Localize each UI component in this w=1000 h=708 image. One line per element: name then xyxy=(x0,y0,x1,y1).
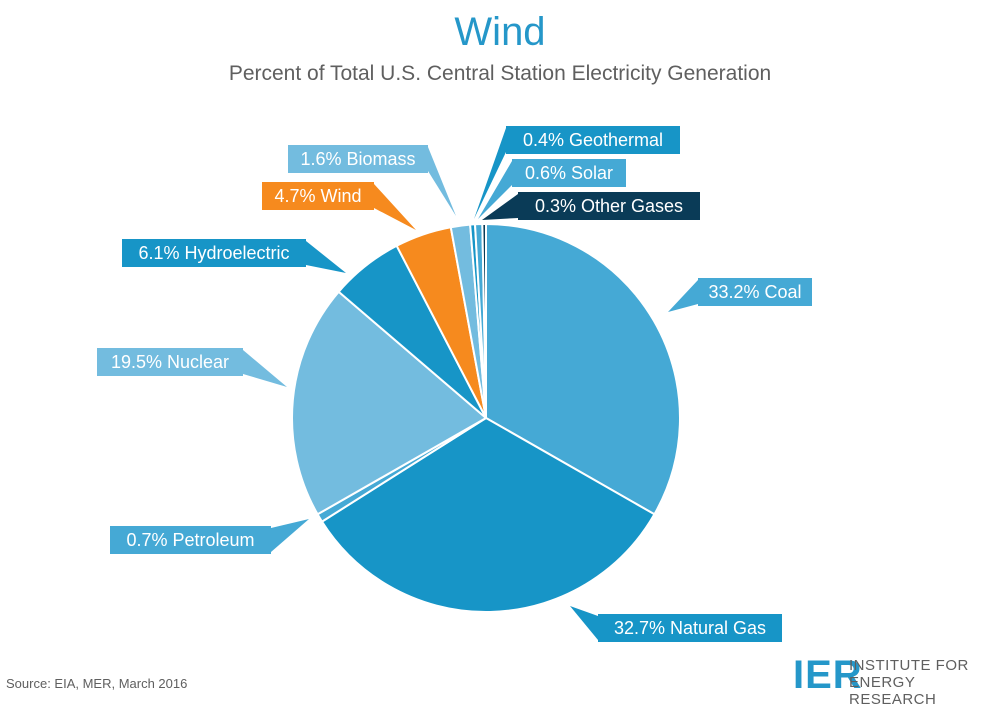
slice-label-other-gases: 0.3% Other Gases xyxy=(482,192,700,220)
label-text-hydroelectric: 6.1% Hydroelectric xyxy=(138,243,289,263)
label-pointer-petroleum xyxy=(271,519,309,552)
label-box-hydroelectric xyxy=(122,239,306,267)
label-box-biomass xyxy=(288,145,428,173)
label-pointer-biomass xyxy=(428,147,456,216)
label-pointer-coal xyxy=(668,280,698,312)
label-text-nuclear: 19.5% Nuclear xyxy=(111,352,229,372)
ier-logo: IER INSTITUTE FOR ENERGY RESEARCH xyxy=(793,653,993,708)
label-text-wind: 4.7% Wind xyxy=(274,186,361,206)
slice-label-wind: 4.7% Wind xyxy=(262,182,416,230)
slice-label-natural-gas: 32.7% Natural Gas xyxy=(570,606,782,642)
label-text-coal: 33.2% Coal xyxy=(708,282,801,302)
chart-title: Wind xyxy=(454,10,546,54)
ier-logo-name: INSTITUTE FOR ENERGY RESEARCH xyxy=(849,657,993,708)
pie-slices xyxy=(291,223,681,613)
pie-slice-coal xyxy=(485,223,681,516)
slice-label-geothermal: 0.4% Geothermal xyxy=(474,126,680,219)
slice-label-petroleum: 0.7% Petroleum xyxy=(110,519,309,554)
label-text-biomass: 1.6% Biomass xyxy=(300,149,415,169)
label-box-petroleum xyxy=(110,526,271,554)
label-box-geothermal xyxy=(506,126,680,154)
label-text-petroleum: 0.7% Petroleum xyxy=(126,530,254,550)
label-pointer-nuclear xyxy=(243,350,287,387)
ier-logo-line1: INSTITUTE FOR xyxy=(849,657,969,674)
slice-labels: 33.2% Coal 32.7% Natural Gas 0.7% Petroleu… xyxy=(97,126,812,642)
label-text-natural-gas: 32.7% Natural Gas xyxy=(614,618,766,638)
label-box-natural-gas xyxy=(598,614,782,642)
label-text-other-gases: 0.3% Other Gases xyxy=(535,196,683,216)
label-box-solar xyxy=(512,159,626,187)
label-text-geothermal: 0.4% Geothermal xyxy=(523,130,663,150)
pie-slice-other-gases xyxy=(481,223,487,419)
label-box-nuclear xyxy=(97,348,243,376)
source-note: Source: EIA, MER, March 2016 xyxy=(6,676,188,691)
slice-label-hydroelectric: 6.1% Hydroelectric xyxy=(122,239,346,273)
label-pointer-other-gases xyxy=(482,194,518,220)
label-pointer-wind xyxy=(374,184,416,230)
pie-slice-nuclear xyxy=(291,290,487,516)
label-box-coal xyxy=(698,278,812,306)
ier-logo-mark: IER xyxy=(793,653,863,697)
label-box-wind xyxy=(262,182,374,210)
label-pointer-natural-gas xyxy=(570,606,598,640)
label-pointer-hydroelectric xyxy=(306,241,346,273)
pie-slice-natural-gas xyxy=(320,417,656,613)
label-pointer-geothermal xyxy=(474,128,506,219)
label-text-solar: 0.6% Solar xyxy=(525,163,613,183)
label-box-other-gases xyxy=(518,192,700,220)
slice-label-solar: 0.6% Solar xyxy=(478,159,626,219)
ier-logo-line2: ENERGY RESEARCH xyxy=(849,674,937,708)
slice-label-coal: 33.2% Coal xyxy=(668,278,812,312)
slice-label-biomass: 1.6% Biomass xyxy=(288,145,456,216)
chart-subtitle: Percent of Total U.S. Central Station El… xyxy=(228,62,772,85)
slice-label-nuclear: 19.5% Nuclear xyxy=(97,348,287,387)
label-pointer-solar xyxy=(478,161,512,219)
